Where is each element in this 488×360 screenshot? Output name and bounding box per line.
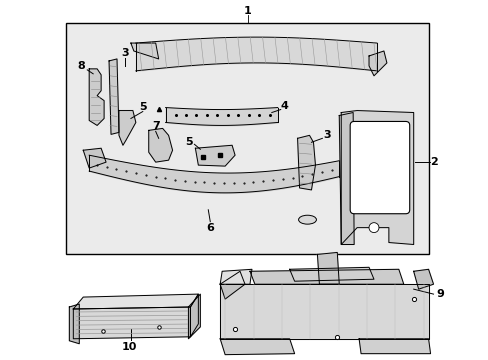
Ellipse shape <box>298 215 316 224</box>
Polygon shape <box>190 294 198 337</box>
Polygon shape <box>148 129 172 162</box>
Text: 2: 2 <box>429 157 437 167</box>
Text: 10: 10 <box>121 342 136 352</box>
Polygon shape <box>119 111 136 145</box>
Polygon shape <box>249 269 403 284</box>
Polygon shape <box>289 267 373 281</box>
Polygon shape <box>83 148 106 168</box>
Text: 4: 4 <box>280 100 288 111</box>
Text: 6: 6 <box>206 222 214 233</box>
Polygon shape <box>413 269 433 289</box>
Text: 3: 3 <box>323 130 330 140</box>
Polygon shape <box>69 304 79 344</box>
Polygon shape <box>220 339 294 355</box>
Polygon shape <box>341 111 413 244</box>
Polygon shape <box>73 307 190 339</box>
Text: 1: 1 <box>244 6 251 16</box>
Polygon shape <box>220 284 427 339</box>
Polygon shape <box>89 69 104 125</box>
Polygon shape <box>339 113 353 244</box>
Text: 5: 5 <box>184 137 192 147</box>
Text: 5: 5 <box>139 102 146 112</box>
Polygon shape <box>358 339 429 354</box>
Polygon shape <box>195 145 235 166</box>
FancyBboxPatch shape <box>349 121 409 214</box>
Bar <box>66 23 427 255</box>
Text: 7: 7 <box>151 121 159 131</box>
Circle shape <box>368 223 378 233</box>
Polygon shape <box>131 43 158 59</box>
Text: 8: 8 <box>77 61 85 71</box>
Polygon shape <box>220 271 244 299</box>
Polygon shape <box>188 294 200 339</box>
Text: 3: 3 <box>121 48 128 58</box>
Text: 9: 9 <box>436 289 444 299</box>
Polygon shape <box>368 51 386 76</box>
Polygon shape <box>317 252 339 284</box>
Polygon shape <box>73 294 198 309</box>
Polygon shape <box>220 269 251 284</box>
Polygon shape <box>109 59 119 134</box>
Polygon shape <box>297 135 315 190</box>
